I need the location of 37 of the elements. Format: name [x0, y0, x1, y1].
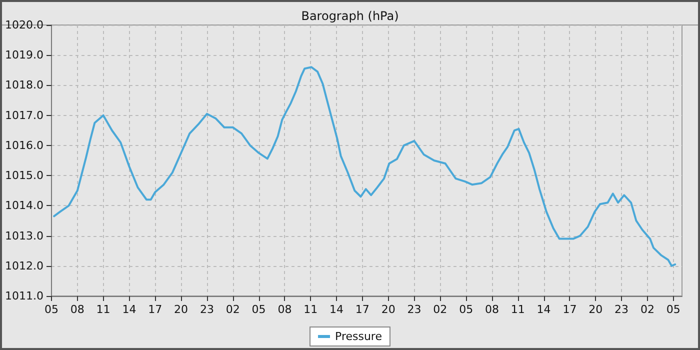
x-tick-label: 05 — [44, 303, 58, 316]
x-tick-label: 11 — [304, 303, 318, 316]
y-tick-label: 1020.0 — [4, 18, 44, 32]
x-tick-label: 20 — [381, 303, 396, 316]
y-tick-label: 1014.0 — [4, 199, 44, 212]
x-tick-label: 05 — [459, 303, 474, 316]
x-tick-label: 02 — [226, 303, 240, 316]
x-tick-label: 14 — [330, 303, 344, 316]
x-tick-label: 20 — [174, 303, 188, 316]
y-tick-label: 1016.0 — [4, 138, 44, 152]
x-tick-label: 02 — [640, 303, 654, 316]
chart-title: Barograph (hPa) — [301, 9, 399, 23]
x-tick-label: 08 — [484, 303, 499, 316]
y-tick-label: 1011.0 — [4, 290, 44, 302]
x-tick-label: 17 — [148, 303, 162, 316]
x-tick-label: 11 — [510, 303, 525, 316]
y-tick-label: 1012.0 — [4, 259, 44, 272]
x-tick-label: 23 — [200, 303, 214, 316]
x-tick-label: 20 — [588, 303, 603, 316]
y-tick-label: 1015.0 — [4, 169, 44, 182]
x-tick-label: 11 — [96, 303, 110, 316]
x-tick-label: 17 — [355, 303, 370, 316]
y-tick-label: 1017.0 — [4, 108, 44, 122]
y-tick-label: 1013.0 — [4, 229, 44, 242]
x-tick-label: 23 — [614, 303, 629, 316]
x-tick-label: 08 — [278, 303, 292, 316]
legend-label: Pressure — [335, 330, 382, 343]
x-tick-label: 14 — [536, 303, 551, 316]
x-tick-label: 05 — [252, 303, 266, 316]
x-tick-label: 08 — [70, 303, 84, 316]
x-tick-label: 17 — [562, 303, 577, 316]
x-tick-label: 02 — [433, 303, 448, 316]
y-tick-label: 1018.0 — [4, 78, 44, 92]
x-tick-label: 05 — [666, 303, 680, 316]
x-tick-label: 23 — [407, 303, 422, 316]
y-tick-label: 1019.0 — [4, 48, 44, 62]
x-tick-label: 14 — [122, 303, 136, 316]
